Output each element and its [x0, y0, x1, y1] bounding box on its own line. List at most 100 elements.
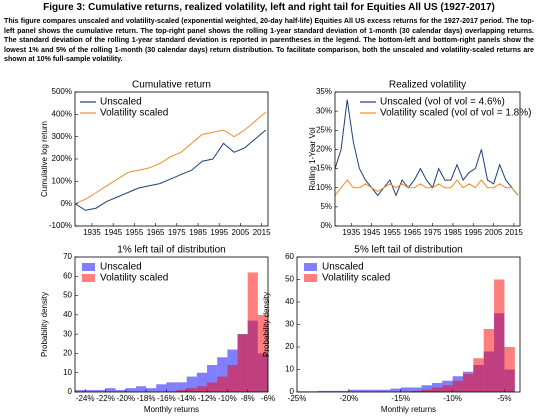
x-tick-label: 2005 — [485, 228, 503, 237]
legend-swatch — [304, 274, 317, 282]
legend-label: Volatility scaled — [322, 273, 390, 284]
hist-bar — [348, 389, 360, 392]
x-tick-label: 1995 — [464, 228, 482, 237]
hist-bar — [135, 386, 147, 392]
hist-bar — [494, 279, 505, 392]
legend-swatch — [82, 274, 95, 282]
legend-label: Volatility scaled (vol of vol = 1.8%) — [380, 108, 531, 119]
y-tick-label: 60 — [285, 252, 294, 261]
plot-frame — [334, 91, 521, 227]
y-tick-label: 40 — [285, 297, 294, 306]
caption: This figure compares unscaled and volati… — [4, 17, 534, 64]
hist-bar — [176, 390, 187, 392]
x-tick-label: 1995 — [210, 228, 228, 237]
x-tick-label: -14% — [177, 394, 196, 403]
hist-bar — [338, 390, 349, 392]
hist-bar — [462, 374, 474, 392]
x-tick-label: -12% — [198, 394, 217, 403]
x-tick-label: 1955 — [383, 228, 401, 237]
hist-bar — [504, 347, 515, 392]
hist-bar — [247, 272, 258, 392]
y-tick-label: 50 — [63, 291, 72, 300]
hist-bar — [115, 390, 126, 392]
legend-label: Unscaled — [322, 262, 364, 273]
x-tick-label: -8% — [241, 394, 255, 403]
legend-swatch — [82, 263, 95, 271]
figure-title: Figure 3: Cumulative returns, realized v… — [43, 2, 495, 13]
legend-label: Volatility scaled — [100, 273, 168, 284]
x-tick-label: -5% — [497, 394, 511, 403]
x-tick-label: -18% — [137, 394, 156, 403]
chart-title: Realized volatility — [389, 80, 466, 91]
x-tick-label: 1965 — [403, 228, 421, 237]
legend-label: Unscaled (vol of vol = 4.6%) — [380, 97, 505, 108]
hist-bar — [196, 386, 208, 392]
hist-bar — [379, 389, 391, 392]
y-tick-label: 10 — [285, 365, 294, 374]
x-tick-label: 1945 — [104, 228, 122, 237]
hist-bar — [156, 384, 167, 392]
x-tick-label: 1985 — [189, 228, 207, 237]
y-tick-label: 30 — [285, 320, 294, 329]
hist-bar — [421, 389, 432, 392]
x-axis-label: Monthly returns — [144, 405, 199, 414]
hist-bar — [411, 390, 422, 392]
plot-frame — [74, 256, 269, 393]
x-tick-label: 1975 — [168, 228, 186, 237]
y-tick-label: 30% — [316, 106, 332, 115]
y-tick-label: 10% — [316, 183, 332, 192]
legend-label: Unscaled — [100, 262, 142, 273]
x-tick-label: -10% — [443, 394, 462, 403]
x-tick-label: -20% — [340, 394, 359, 403]
y-tick-label: 70 — [63, 252, 72, 261]
x-tick-label: -10% — [218, 394, 237, 403]
hist-bar — [328, 390, 339, 392]
hist-bar — [390, 388, 401, 392]
line — [334, 179, 519, 196]
x-tick-label: 1965 — [147, 228, 165, 237]
hist-bar — [186, 376, 197, 392]
hist-bar — [421, 385, 432, 392]
hist-bar — [473, 358, 484, 392]
hist-bar — [125, 388, 136, 392]
y-tick-label: 35% — [316, 87, 332, 96]
y-tick-label: 0% — [60, 199, 72, 208]
chart-title: 5% left tail of distribution — [354, 245, 462, 256]
y-tick-label: 40 — [63, 310, 72, 319]
y-tick-label: 60 — [63, 271, 72, 280]
hist-bar — [369, 389, 380, 392]
x-tick-label: -25% — [288, 394, 307, 403]
x-tick-label: 1955 — [125, 228, 143, 237]
line — [74, 129, 267, 211]
y-tick-label: 200% — [52, 154, 72, 163]
y-tick-label: 30 — [63, 329, 72, 338]
x-tick-label: -6% — [261, 394, 275, 403]
legend-label: Volatility scaled — [100, 108, 168, 119]
y-axis-label: Probability density — [262, 292, 271, 357]
x-tick-label: 1935 — [342, 228, 360, 237]
hist-bar — [442, 385, 453, 392]
hist-bar — [186, 388, 197, 392]
line — [74, 111, 267, 205]
y-tick-label: 5% — [320, 202, 332, 211]
y-tick-label: 0 — [68, 387, 73, 396]
y-axis-label: Rolling 1-Year Vol — [308, 127, 317, 191]
hist-bar — [85, 390, 96, 392]
x-tick-label: 2015 — [253, 228, 271, 237]
hist-bar — [95, 390, 106, 392]
x-tick-label: -20% — [116, 394, 135, 403]
y-tick-label: 0% — [320, 221, 332, 230]
hist-bar — [317, 390, 329, 392]
y-tick-label: 10 — [63, 368, 72, 377]
hist-bar — [196, 372, 208, 392]
hist-bar — [146, 388, 157, 392]
x-tick-label: 2015 — [505, 228, 523, 237]
x-tick-label: -15% — [391, 394, 410, 403]
hist-bar — [166, 382, 177, 392]
hist-bar — [217, 376, 228, 392]
x-tick-label: 1975 — [424, 228, 442, 237]
x-tick-label: 1985 — [444, 228, 462, 237]
hist-bar — [105, 388, 116, 392]
